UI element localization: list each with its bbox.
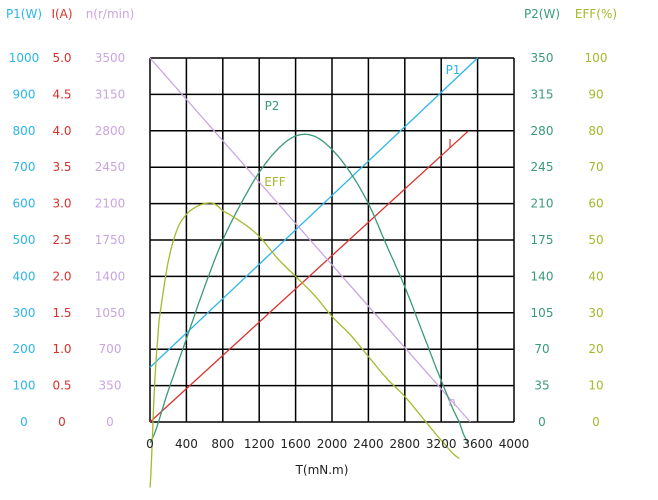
series-label-eff: EFF — [264, 175, 285, 189]
tick-label-n: 1750 — [95, 233, 126, 247]
x-tick-label: 400 — [175, 437, 198, 451]
tick-label-p1: 300 — [13, 306, 36, 320]
tick-label-p1: 0 — [20, 415, 28, 429]
series-lines — [149, 57, 479, 488]
tick-label-i: 3.0 — [52, 197, 71, 211]
tick-label-i: 2.0 — [52, 269, 71, 283]
tick-label-eff: 10 — [588, 379, 603, 393]
tick-label-eff: 40 — [588, 269, 603, 283]
axis-header-p1: P1(W) — [6, 7, 42, 21]
tick-label-n: 3500 — [95, 51, 126, 65]
tick-label-p2: 210 — [531, 197, 554, 211]
tick-label-p2: 105 — [531, 306, 554, 320]
tick-label-p2: 35 — [534, 379, 549, 393]
tick-label-i: 1.5 — [52, 306, 71, 320]
tick-label-n: 3150 — [95, 87, 126, 101]
x-axis-title: T(mN.m) — [295, 463, 349, 477]
tick-label-p2: 280 — [531, 124, 554, 138]
tick-label-p1: 700 — [13, 160, 36, 174]
series-line-i — [149, 130, 469, 423]
x-tick-label: 3600 — [462, 437, 493, 451]
tick-label-eff: 70 — [588, 160, 603, 174]
tick-label-p2: 70 — [534, 342, 549, 356]
series-label-p2: P2 — [265, 99, 280, 113]
tick-label-i: 4.0 — [52, 124, 71, 138]
x-tick-label: 3200 — [426, 437, 457, 451]
tick-label-p1: 1000 — [9, 51, 40, 65]
tick-label-eff: 0 — [592, 415, 600, 429]
tick-label-p1: 600 — [13, 197, 36, 211]
axis-header-i: I(A) — [51, 7, 72, 21]
series-label-n: n — [448, 395, 456, 409]
tick-label-p1: 100 — [13, 379, 36, 393]
axis-header-n: n(r/min) — [86, 7, 135, 21]
tick-label-p1: 400 — [13, 269, 36, 283]
tick-label-n: 350 — [99, 379, 122, 393]
tick-label-p1: 900 — [13, 87, 36, 101]
x-tick-label: 1600 — [280, 437, 311, 451]
tick-label-n: 700 — [99, 342, 122, 356]
tick-label-i: 0 — [58, 415, 66, 429]
grid — [149, 57, 515, 423]
tick-label-n: 2450 — [95, 160, 126, 174]
axis-header-p2: P2(W) — [524, 7, 560, 21]
tick-label-p2: 245 — [531, 160, 554, 174]
tick-label-i: 1.0 — [52, 342, 71, 356]
series-line-eff — [149, 202, 460, 488]
x-tick-label: 1200 — [244, 437, 275, 451]
tick-label-p2: 175 — [531, 233, 554, 247]
tick-label-p2: 350 — [531, 51, 554, 65]
tick-label-eff: 80 — [588, 124, 603, 138]
tick-label-i: 5.0 — [52, 51, 71, 65]
tick-label-i: 3.5 — [52, 160, 71, 174]
tick-label-i: 2.5 — [52, 233, 71, 247]
series-label-p1: P1 — [446, 63, 461, 77]
axis-header-eff: EFF(%) — [575, 7, 617, 21]
tick-label-n: 2100 — [95, 197, 126, 211]
tick-label-n: 1400 — [95, 269, 126, 283]
tick-label-eff: 90 — [588, 87, 603, 101]
x-tick-label: 4000 — [499, 437, 530, 451]
x-tick-label: 2400 — [353, 437, 384, 451]
axis-labels: P1InP2EFFP1(W)01002003004005006007008009… — [6, 7, 617, 451]
tick-label-n: 1050 — [95, 306, 126, 320]
tick-label-n: 2800 — [95, 124, 126, 138]
tick-label-n: 0 — [106, 415, 114, 429]
tick-label-eff: 100 — [585, 51, 608, 65]
tick-label-p2: 315 — [531, 87, 554, 101]
x-tick-label: 0 — [146, 437, 154, 451]
tick-label-eff: 60 — [588, 197, 603, 211]
tick-label-p1: 500 — [13, 233, 36, 247]
x-tick-label: 2800 — [390, 437, 421, 451]
x-tick-label: 2000 — [317, 437, 348, 451]
x-tick-label: 800 — [211, 437, 234, 451]
tick-label-i: 4.5 — [52, 87, 71, 101]
tick-label-eff: 50 — [588, 233, 603, 247]
tick-label-p2: 140 — [531, 269, 554, 283]
tick-label-eff: 20 — [588, 342, 603, 356]
series-label-i: I — [448, 137, 452, 151]
series-line-n — [149, 57, 471, 423]
tick-label-p2: 0 — [538, 415, 546, 429]
tick-label-eff: 30 — [588, 306, 603, 320]
tick-label-i: 0.5 — [52, 379, 71, 393]
tick-label-p1: 800 — [13, 124, 36, 138]
tick-label-p1: 200 — [13, 342, 36, 356]
series-line-p2 — [149, 133, 469, 444]
series-line-p1 — [149, 57, 479, 368]
